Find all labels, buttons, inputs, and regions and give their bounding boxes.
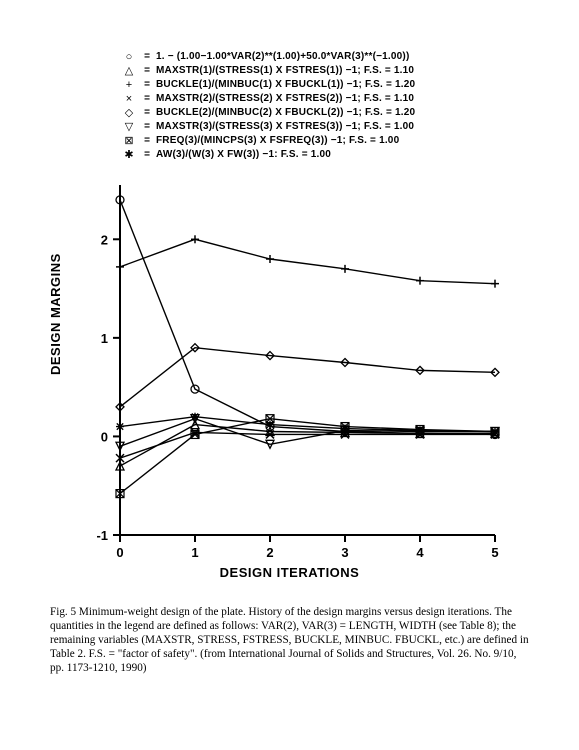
chart-plot-area: 012345-1012: [100, 190, 500, 560]
svg-text:1: 1: [191, 545, 198, 560]
chart-legend: ○ = 1. − (1.00−1.00*VAR(2)**(1.00)+50.0*…: [120, 50, 415, 162]
legend-equals: =: [138, 148, 156, 162]
legend-symbol: ×: [120, 92, 138, 106]
legend-text: BUCKLE(1)/(MINBUC(1) X FBUCKL(1)) −1; F.…: [156, 78, 415, 92]
legend-row: × = MAXSTR(2)/(STRESS(2) X FSTRES(2)) −1…: [120, 92, 415, 106]
x-axis-label: DESIGN ITERATIONS: [0, 565, 579, 580]
svg-text:3: 3: [341, 545, 348, 560]
legend-text: FREQ(3)/(MINCPS(3) X FSFREQ(3)) −1; F.S.…: [156, 134, 399, 148]
legend-text: 1. − (1.00−1.00*VAR(2)**(1.00)+50.0*VAR(…: [156, 50, 410, 64]
legend-symbol: +: [120, 78, 138, 92]
legend-text: BUCKLE(2)/(MINBUC(2) X FBUCKL(2)) −1; F.…: [156, 106, 415, 120]
legend-row: + = BUCKLE(1)/(MINBUC(1) X FBUCKL(1)) −1…: [120, 78, 415, 92]
legend-equals: =: [138, 120, 156, 134]
legend-equals: =: [138, 92, 156, 106]
legend-text: AW(3)/(W(3) X FW(3)) −1: F.S. = 1.00: [156, 148, 331, 162]
svg-text:2: 2: [266, 545, 273, 560]
legend-row: ○ = 1. − (1.00−1.00*VAR(2)**(1.00)+50.0*…: [120, 50, 415, 64]
legend-symbol: ○: [120, 50, 138, 64]
svg-text:0: 0: [101, 429, 108, 444]
legend-text: MAXSTR(1)/(STRESS(1) X FSTRES(1)) −1; F.…: [156, 64, 414, 78]
legend-symbol: ◇: [120, 106, 138, 120]
svg-text:5: 5: [491, 545, 498, 560]
legend-symbol: ⊠: [120, 134, 138, 148]
svg-text:4: 4: [416, 545, 424, 560]
legend-symbol: △: [120, 64, 138, 78]
legend-symbol: ▽: [120, 120, 138, 134]
svg-text:1: 1: [101, 331, 108, 346]
legend-row: △ = MAXSTR(1)/(STRESS(1) X FSTRES(1)) −1…: [120, 64, 415, 78]
svg-text:-1: -1: [96, 528, 108, 543]
legend-row: ◇ = BUCKLE(2)/(MINBUC(2) X FBUCKL(2)) −1…: [120, 106, 415, 120]
y-axis-label: DESIGN MARGINS: [48, 253, 63, 375]
legend-text: MAXSTR(2)/(STRESS(2) X FSTRES(2)) −1; F.…: [156, 92, 414, 106]
legend-equals: =: [138, 50, 156, 64]
legend-row: ▽ = MAXSTR(3)/(STRESS(3) X FSTRES(3)) −1…: [120, 120, 415, 134]
legend-equals: =: [138, 64, 156, 78]
legend-row: ⊠ = FREQ(3)/(MINCPS(3) X FSFREQ(3)) −1; …: [120, 134, 415, 148]
chart-svg: 012345-1012: [100, 190, 500, 560]
svg-text:0: 0: [116, 545, 123, 560]
svg-text:2: 2: [101, 232, 108, 247]
legend-equals: =: [138, 134, 156, 148]
legend-equals: =: [138, 78, 156, 92]
legend-row: ✱ = AW(3)/(W(3) X FW(3)) −1: F.S. = 1.00: [120, 148, 415, 162]
legend-symbol: ✱: [120, 148, 138, 162]
legend-equals: =: [138, 106, 156, 120]
figure-caption: Fig. 5 Minimum-weight design of the plat…: [50, 605, 530, 675]
legend-text: MAXSTR(3)/(STRESS(3) X FSTRES(3)) −1; F.…: [156, 120, 414, 134]
